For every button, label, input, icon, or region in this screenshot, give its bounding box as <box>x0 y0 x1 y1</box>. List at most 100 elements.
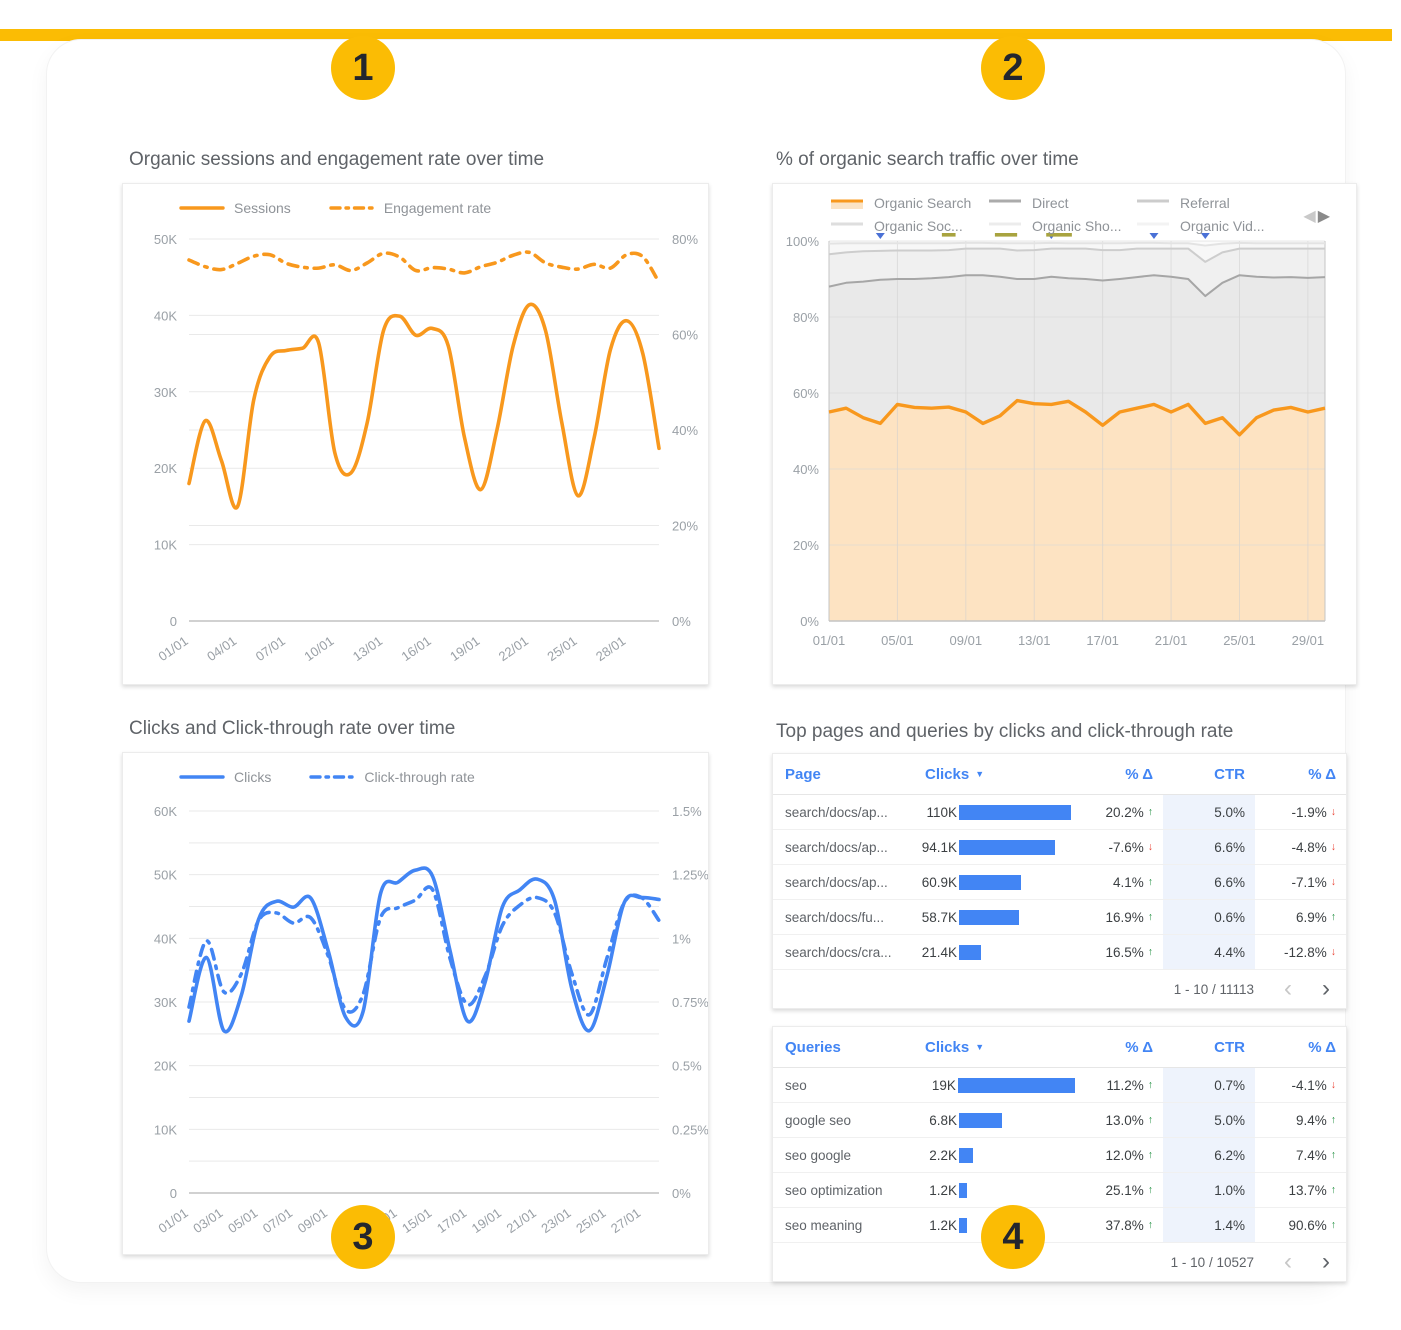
column-header-delta-clicks[interactable]: % Δ <box>1125 765 1153 783</box>
cell-ctr: 1.4% <box>1163 1208 1255 1242</box>
svg-text:25/01: 25/01 <box>573 1205 608 1236</box>
svg-text:0.5%: 0.5% <box>672 1059 702 1074</box>
cell-clicks: 60.9K <box>913 865 1075 899</box>
table-row[interactable]: seo optimization 1.2K 25.1% ↑ 1.0% 13.7% ↑ <box>773 1173 1346 1208</box>
up-arrow-icon: ↑ <box>1330 1114 1336 1126</box>
svg-text:23/01: 23/01 <box>538 1205 573 1236</box>
legend-item-sessions: Sessions <box>179 200 291 216</box>
panel-clicks-ctr-chart: Clicks Click-through rate 0 10K 20K 30K 40K 50K… <box>122 752 709 1255</box>
table-row[interactable]: search/docs/ap... 60.9K 4.1% ↑ 6.6% -7.1% ↓ <box>773 865 1346 900</box>
clicks-bar <box>959 1217 967 1233</box>
pagination-next-icon[interactable]: › <box>1322 975 1330 1002</box>
column-header-clicks[interactable]: Clicks ▼ <box>925 765 985 783</box>
svg-text:40%: 40% <box>672 423 698 438</box>
tiny-series-marker-triangle <box>1200 233 1210 239</box>
cell-ctr: 6.6% <box>1163 865 1255 899</box>
cell-clicks: 2.2K <box>913 1138 1075 1172</box>
sessions-chart-svg: 0 10K 20K 30K 40K 50K 0% 20% 40% 60% 80% 01/01 04/01… <box>154 232 699 664</box>
cell-clicks: 110K <box>913 795 1075 829</box>
table-top-queries: Queries Clicks ▼ % Δ CTR % Δ seo 19K 11.2% ↑ 0.7% -… <box>772 1026 1347 1282</box>
column-header-ctr[interactable]: CTR <box>1214 765 1245 783</box>
table-row[interactable]: seo google 2.2K 12.0% ↑ 6.2% 7.4% ↑ <box>773 1138 1346 1173</box>
svg-text:16/01: 16/01 <box>399 633 434 664</box>
column-header-delta-ctr[interactable]: % Δ <box>1308 1038 1336 1056</box>
column-header-page[interactable]: Page <box>785 765 821 783</box>
delta-value: 6.9% <box>1295 909 1327 925</box>
clicks-bar <box>957 1077 1075 1093</box>
clicks-series-line <box>187 885 661 1017</box>
step-badge-2: 2 <box>981 36 1045 100</box>
delta-value: 20.2% <box>1105 804 1144 820</box>
legend-prev-icon[interactable]: ◀ <box>1303 208 1316 225</box>
cell-clicks-delta: -7.6% ↓ <box>1075 830 1163 864</box>
sessions-legend: Sessions Engagement rate <box>179 200 491 216</box>
cell-name: seo optimization <box>785 1182 883 1198</box>
svg-text:13/01: 13/01 <box>350 633 385 664</box>
table-row[interactable]: seo 19K 11.2% ↑ 0.7% -4.1% ↓ <box>773 1068 1346 1103</box>
up-arrow-icon: ↑ <box>1330 1149 1336 1161</box>
column-header-ctr[interactable]: CTR <box>1214 1038 1245 1056</box>
dashboard-card: Organic sessions and engagement rate ove… <box>47 40 1357 1282</box>
svg-text:17/01: 17/01 <box>1086 633 1119 648</box>
up-arrow-icon: ↑ <box>1147 911 1153 923</box>
table-row[interactable]: search/docs/ap... 110K 20.2% ↑ 5.0% -1.9% ↓ <box>773 795 1346 830</box>
pagination-range: 1 - 10 / 11113 <box>1173 981 1254 997</box>
legend-item-organic-search: Organic Search <box>829 195 987 211</box>
legend-label: Clicks <box>234 769 272 785</box>
legend-swatch-line <box>831 199 863 209</box>
cell-name: seo <box>785 1077 807 1093</box>
svg-text:40K: 40K <box>154 931 177 946</box>
svg-text:20K: 20K <box>154 461 177 476</box>
pagination-range: 1 - 10 / 10527 <box>1170 1254 1254 1270</box>
table-row[interactable]: google seo 6.8K 13.0% ↑ 5.0% 9.4% ↑ <box>773 1103 1346 1138</box>
tiny-series-marker-triangle <box>875 233 885 239</box>
column-header-queries[interactable]: Queries <box>785 1038 841 1056</box>
clicks-chart-svg: 0 10K 20K 30K 40K 50K 60K 0% 0.25% 0.5% 0.75% 1% 1.2… <box>154 804 708 1236</box>
svg-text:28/01: 28/01 <box>593 633 628 664</box>
svg-text:40%: 40% <box>793 462 819 477</box>
delta-value: 90.6% <box>1288 1217 1327 1233</box>
pagination-prev-icon[interactable]: ‹ <box>1284 1248 1292 1275</box>
cell-name: seo meaning <box>785 1217 863 1233</box>
pagination-prev-icon[interactable]: ‹ <box>1284 975 1292 1002</box>
down-arrow-icon: ↓ <box>1330 946 1336 958</box>
svg-text:09/01: 09/01 <box>950 633 983 648</box>
cell-ctr: 0.6% <box>1163 900 1255 934</box>
cell-clicks-delta: 16.5% ↑ <box>1075 935 1163 969</box>
legend-next-icon[interactable]: ▶ <box>1317 208 1330 225</box>
cell-ctr: 6.2% <box>1163 1138 1255 1172</box>
table-header-row: Page Clicks ▼ % Δ CTR % Δ <box>773 754 1346 795</box>
column-header-delta-clicks[interactable]: % Δ <box>1125 1038 1153 1056</box>
step-badge-1: 1 <box>331 36 395 100</box>
table-row[interactable]: search/docs/fu... 58.7K 16.9% ↑ 0.6% 6.9% ↑ <box>773 900 1346 935</box>
column-header-clicks[interactable]: Clicks ▼ <box>925 1038 985 1056</box>
column-header-delta-ctr[interactable]: % Δ <box>1308 765 1336 783</box>
svg-text:10K: 10K <box>154 1122 177 1137</box>
svg-text:22/01: 22/01 <box>496 633 531 664</box>
legend-item-click-through-rate: Click-through rate <box>309 769 475 785</box>
table-top-pages: Page Clicks ▼ % Δ CTR % Δ search/docs/ap... 110… <box>772 753 1347 1009</box>
delta-value: -4.8% <box>1291 839 1327 855</box>
pagination-next-icon[interactable]: › <box>1322 1248 1330 1275</box>
svg-text:25/01: 25/01 <box>544 633 579 664</box>
svg-text:05/01: 05/01 <box>881 633 914 648</box>
table-row[interactable]: search/docs/ap... 94.1K -7.6% ↓ 6.6% -4.8% ↓ <box>773 830 1346 865</box>
delta-value: 4.1% <box>1112 874 1144 890</box>
legend-swatch-line <box>1137 199 1169 203</box>
table-row[interactable]: seo meaning 1.2K 37.8% ↑ 1.4% 90.6% ↑ <box>773 1208 1346 1243</box>
legend-swatch-line <box>179 775 225 779</box>
legend-item-organic-soc-: Organic Soc... <box>829 218 987 234</box>
sort-desc-icon: ▼ <box>975 1042 985 1052</box>
svg-text:0%: 0% <box>672 614 691 629</box>
cell-name: search/docs/ap... <box>785 874 888 890</box>
top-accent-bar <box>0 29 1392 41</box>
svg-text:29/01: 29/01 <box>1292 633 1325 648</box>
delta-value: 9.4% <box>1295 1112 1327 1128</box>
sessions-chart-title: Organic sessions and engagement rate ove… <box>129 149 545 170</box>
table-row[interactable]: search/docs/cra... 21.4K 16.5% ↑ 4.4% -12.8% ↓ <box>773 935 1346 970</box>
cell-clicks-delta: 16.9% ↑ <box>1075 900 1163 934</box>
svg-text:17/01: 17/01 <box>434 1205 469 1236</box>
cell-name: search/docs/cra... <box>785 944 892 960</box>
svg-text:21/01: 21/01 <box>1155 633 1188 648</box>
legend-label: Referral <box>1180 195 1230 211</box>
